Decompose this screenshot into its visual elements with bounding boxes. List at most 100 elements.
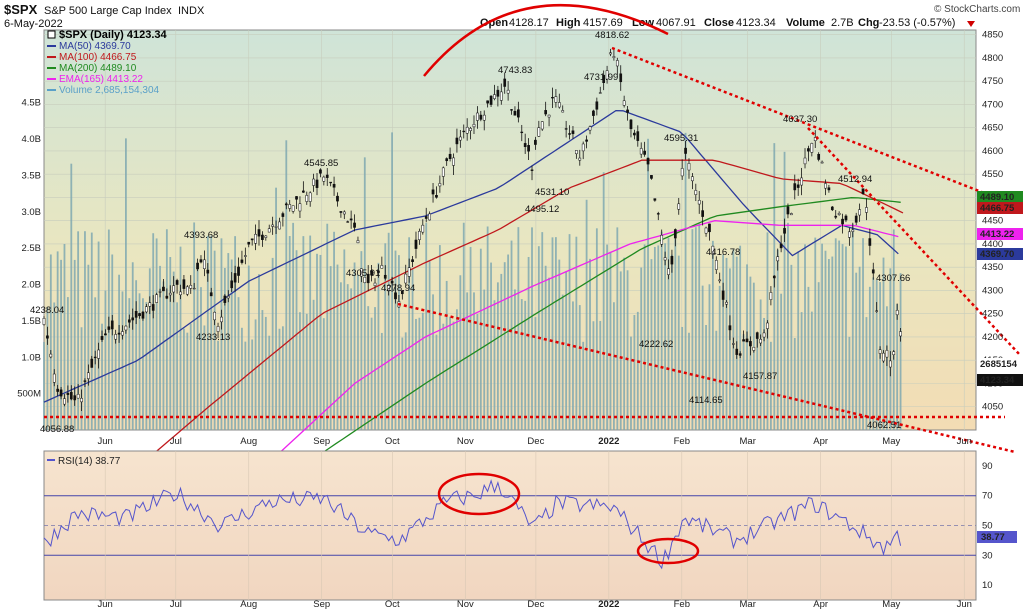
volume-bar bbox=[264, 316, 267, 430]
volume-bar bbox=[227, 253, 230, 430]
price-candle bbox=[742, 339, 745, 342]
volume-bar bbox=[882, 257, 885, 430]
volume-bar bbox=[462, 222, 465, 430]
price-candle bbox=[134, 310, 138, 318]
price-candle bbox=[834, 215, 838, 218]
price-candle bbox=[691, 176, 694, 182]
volume-bar bbox=[70, 163, 73, 430]
volume-bar bbox=[711, 240, 714, 430]
volume-bar bbox=[401, 337, 404, 430]
price-x-tick-label: Aug bbox=[240, 436, 257, 447]
rsi-line bbox=[43, 479, 902, 570]
price-candle bbox=[677, 203, 681, 210]
price-axis: 4050410041504200425043004350440044504500… bbox=[982, 30, 1003, 413]
price-candle bbox=[755, 332, 759, 339]
price-candle bbox=[766, 322, 769, 329]
volume-bar bbox=[87, 264, 90, 430]
volume-bar bbox=[305, 313, 308, 430]
price-candle bbox=[708, 223, 711, 233]
volume-bar bbox=[408, 237, 411, 430]
volume-bar bbox=[657, 245, 660, 430]
volume-tick-label: 1.0B bbox=[21, 352, 41, 363]
price-candle bbox=[445, 158, 449, 162]
price-x-tick-label: Feb bbox=[674, 436, 690, 447]
price-candle bbox=[278, 221, 281, 230]
price-candle bbox=[796, 184, 800, 188]
price-candle bbox=[653, 198, 657, 201]
price-candle bbox=[458, 136, 462, 141]
price-candle bbox=[762, 332, 766, 338]
price-candle bbox=[513, 110, 517, 116]
volume-bar bbox=[49, 254, 52, 430]
price-candle bbox=[226, 295, 230, 299]
volume-bar bbox=[353, 262, 356, 430]
volume-bar bbox=[599, 320, 602, 430]
volume-bar bbox=[616, 227, 619, 430]
price-candle bbox=[636, 131, 640, 141]
price-tick-label: 4650 bbox=[982, 123, 1003, 134]
price-candle bbox=[595, 101, 599, 110]
volume-bar bbox=[189, 323, 192, 430]
volume-tick-label: 4.5B bbox=[21, 98, 41, 109]
volume-bar bbox=[756, 334, 759, 430]
price-candle bbox=[233, 273, 237, 283]
price-candle bbox=[76, 394, 80, 399]
price-candle bbox=[213, 311, 216, 321]
price-candle bbox=[650, 175, 653, 179]
price-x-tick-label: 2022 bbox=[598, 436, 619, 447]
price-candle bbox=[438, 183, 442, 187]
price-candle bbox=[216, 326, 220, 332]
volume-bar bbox=[636, 311, 639, 430]
price-candle bbox=[377, 270, 380, 273]
volume-bar bbox=[80, 327, 83, 430]
ma-line-ma100 bbox=[104, 159, 904, 496]
volume-bar bbox=[554, 237, 557, 430]
volume-bar bbox=[514, 289, 516, 430]
price-candle bbox=[643, 150, 646, 155]
volume-bar bbox=[200, 287, 202, 430]
price-candle bbox=[615, 60, 619, 67]
volume-tick-label: 3.0B bbox=[21, 207, 41, 218]
volume-bar bbox=[667, 238, 670, 430]
price-candle bbox=[59, 389, 63, 397]
price-candle bbox=[581, 143, 585, 152]
volume-bar bbox=[247, 265, 250, 430]
volume-bar bbox=[63, 243, 66, 430]
ma-line-ema165 bbox=[248, 220, 899, 482]
price-candle bbox=[274, 226, 278, 228]
price-candle bbox=[745, 338, 749, 343]
price-point-label: 4062.51 bbox=[867, 420, 901, 431]
price-candle bbox=[523, 143, 527, 147]
down-arrow-icon bbox=[967, 21, 975, 27]
volume-bar bbox=[466, 292, 469, 430]
rsi-grid bbox=[44, 451, 976, 600]
volume-bar bbox=[438, 245, 441, 430]
price-point-label: 4056.88 bbox=[40, 424, 74, 435]
price-tick-label: 4250 bbox=[982, 309, 1003, 320]
trendlines bbox=[44, 3, 1021, 454]
price-candle bbox=[701, 210, 704, 217]
volume-bar bbox=[708, 284, 711, 430]
volume-bar bbox=[223, 267, 226, 430]
value-box bbox=[977, 248, 1023, 260]
price-candle bbox=[656, 213, 660, 215]
volume-bar bbox=[507, 254, 510, 430]
volume-bar bbox=[783, 151, 786, 430]
value-box-label: 4369.70 bbox=[980, 249, 1014, 260]
volume-bar bbox=[746, 264, 748, 430]
legend-item: Volume 2,685,154,304 bbox=[59, 85, 160, 96]
volume-bar bbox=[46, 307, 49, 430]
volume-bar bbox=[851, 223, 854, 430]
price-candle bbox=[749, 341, 752, 347]
open-label: Open bbox=[480, 17, 508, 29]
price-grid bbox=[44, 30, 976, 430]
price-candle bbox=[844, 215, 848, 221]
price-candle bbox=[421, 224, 425, 233]
price-candle bbox=[199, 259, 203, 263]
price-candle bbox=[803, 157, 807, 165]
volume-bar bbox=[302, 236, 305, 430]
price-candle bbox=[69, 391, 73, 400]
price-candle bbox=[892, 351, 896, 355]
price-candle bbox=[80, 398, 83, 403]
